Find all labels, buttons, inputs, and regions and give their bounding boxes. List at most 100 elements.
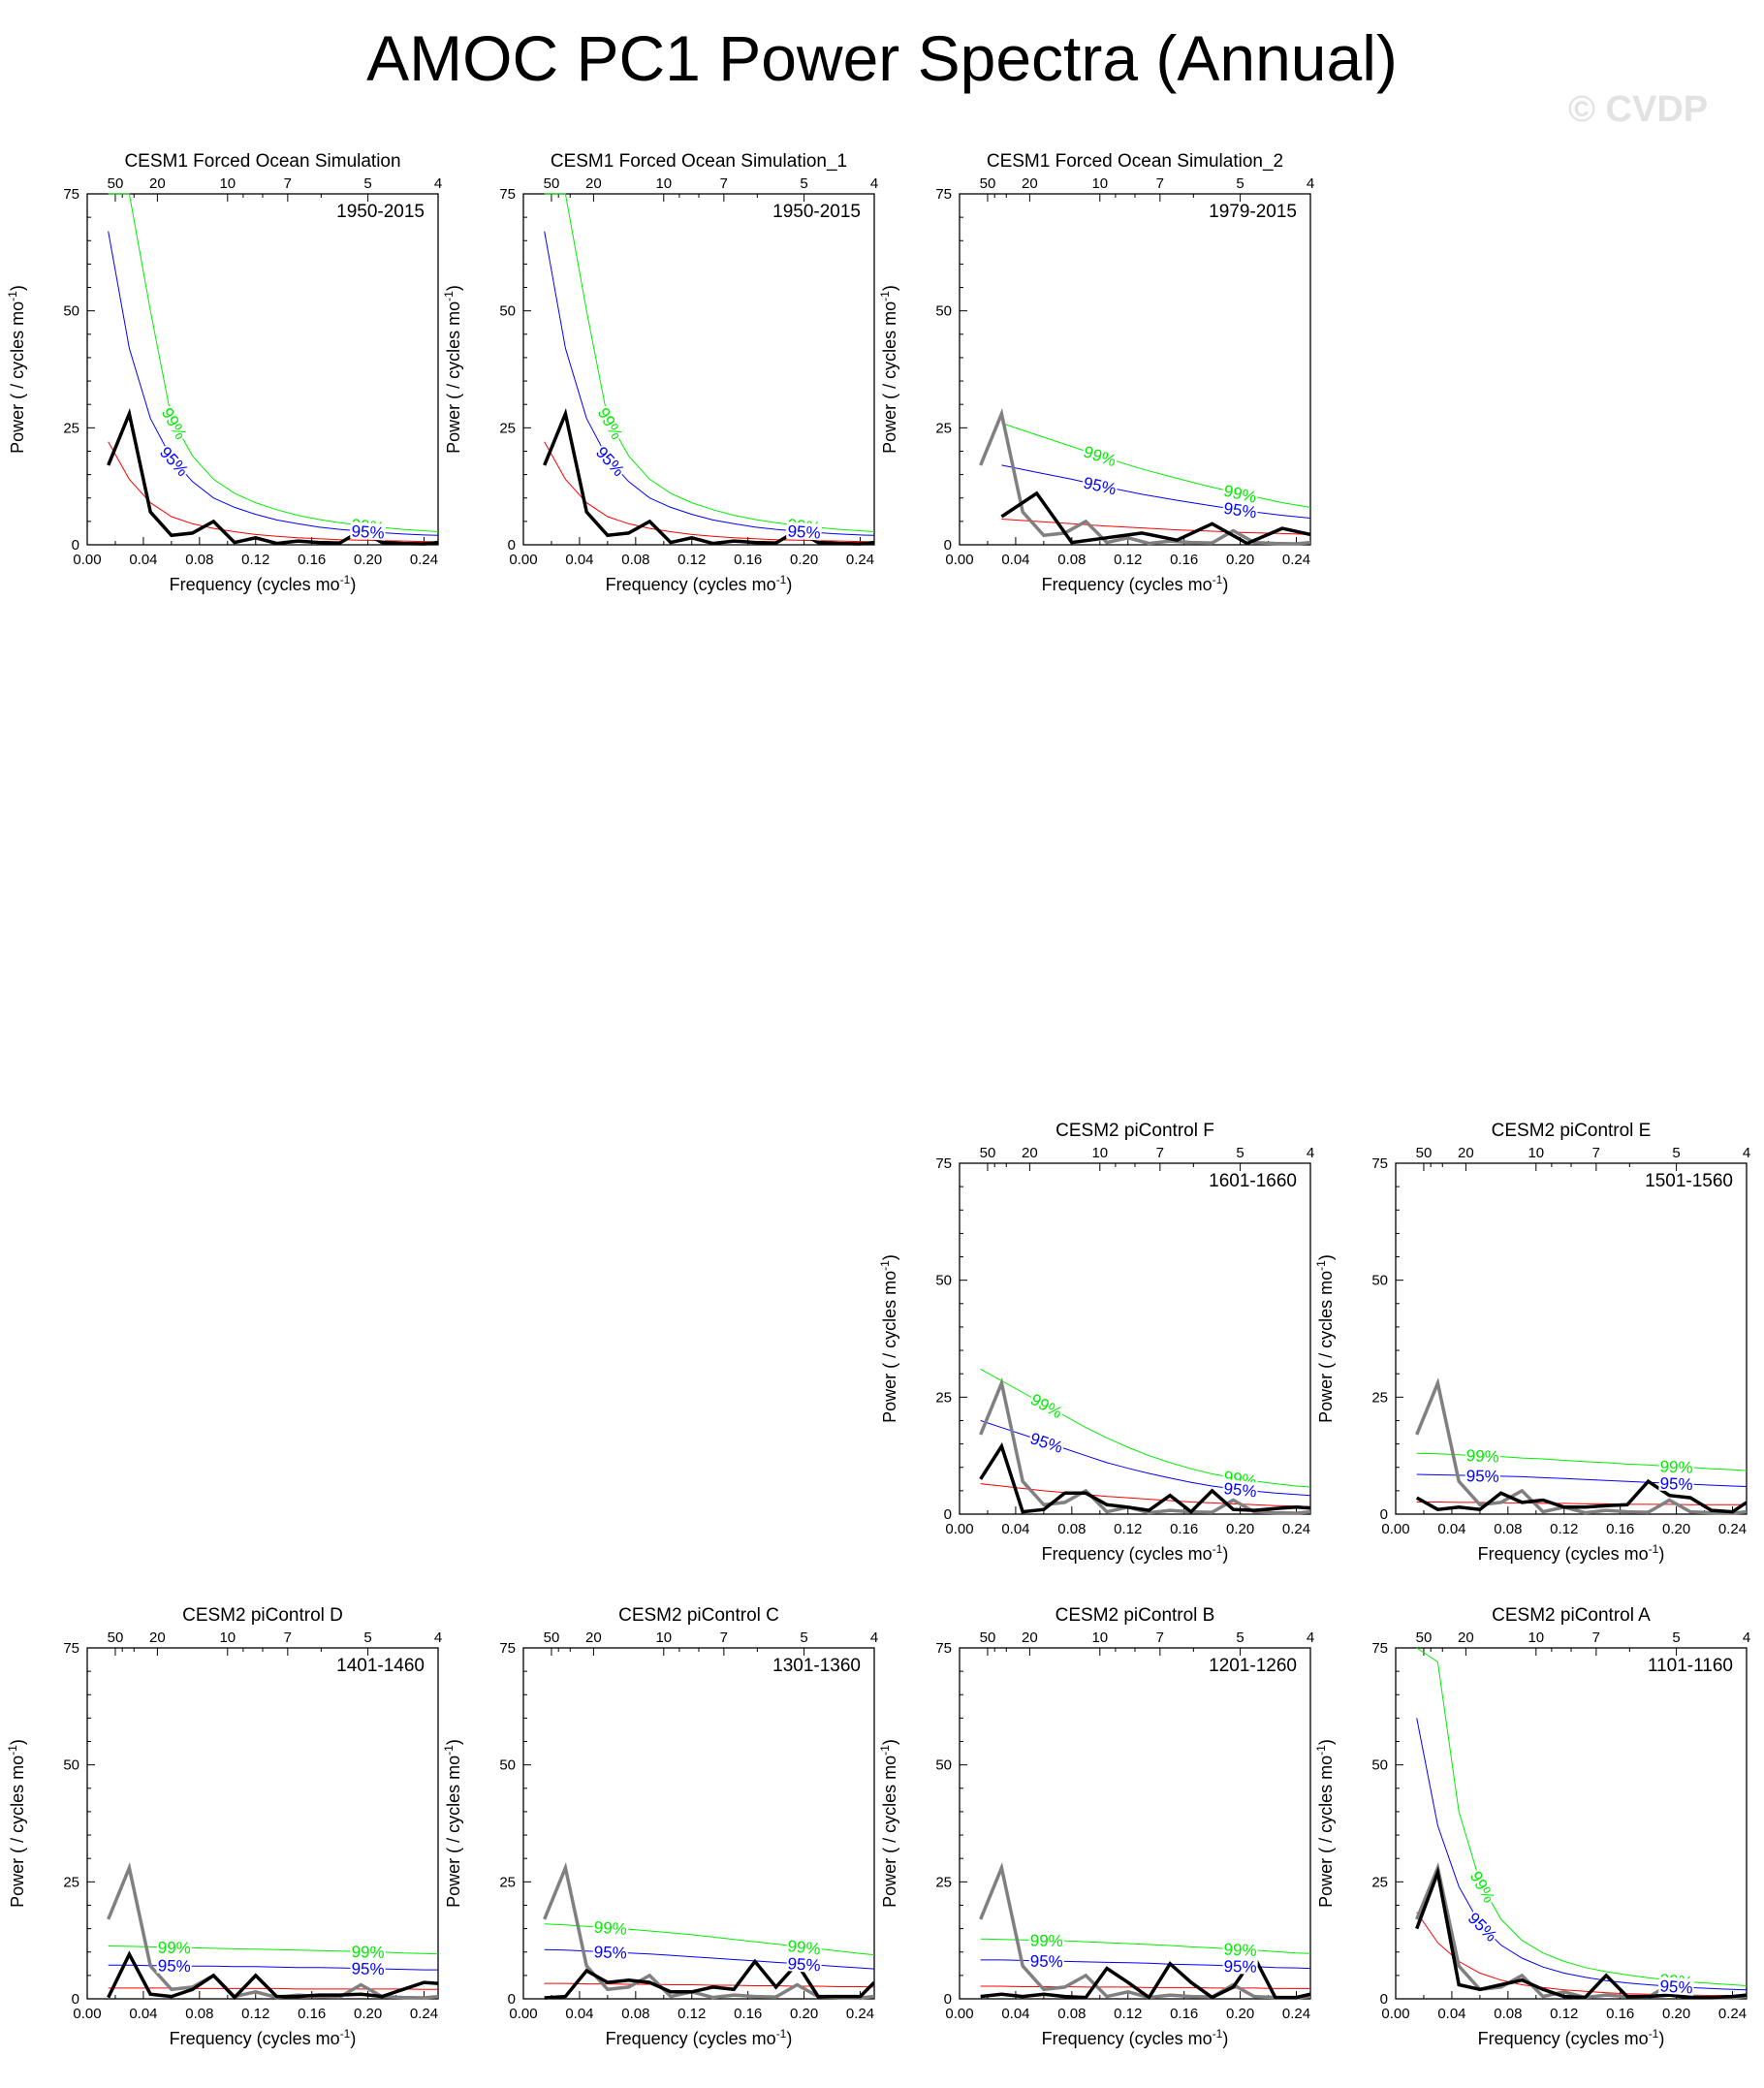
ci-labels: 99%95%99%95%	[1081, 442, 1260, 522]
red-noise-line	[108, 1987, 438, 1990]
period-tick-label: 5	[1672, 1629, 1680, 1646]
ci95-label-bg	[1658, 1473, 1694, 1493]
x-tick-label: 0.08	[1057, 2006, 1086, 2022]
x-tick-label: 0.16	[734, 2006, 762, 2022]
period-tick-label: 50	[980, 1629, 996, 1646]
period-tick-label: 20	[1022, 1629, 1038, 1646]
y-tick-label: 25	[499, 1874, 516, 1890]
x-tick-label: 0.04	[129, 552, 157, 568]
ci95-label-bg	[350, 1959, 386, 1977]
ci95-label: 95%	[1223, 1957, 1256, 1977]
y-tick-label: 25	[1371, 1874, 1388, 1890]
ci95-label-bg	[1028, 1951, 1064, 1970]
ci95-label: 95%	[1082, 473, 1118, 498]
x-tick-label: 0.12	[1114, 1521, 1142, 1537]
x-tick-label: 0.00	[509, 552, 537, 568]
ci99-label-bg	[1028, 1931, 1064, 1949]
x-tick-label: 0.20	[1662, 1521, 1690, 1537]
x-tick-label: 0.24	[1282, 2006, 1310, 2022]
ci99-label-bg	[1081, 442, 1119, 469]
y-tick-label: 25	[499, 420, 516, 436]
ci99-label: 99%	[158, 1939, 191, 1958]
period-tick-label: 20	[149, 1629, 166, 1646]
x-tick-label: 0.20	[790, 552, 818, 568]
spectrum-panel: CESM1 Forced Ocean Simulation_2 0.00 0.04 0…	[878, 151, 1314, 594]
period-tick-label: 10	[1091, 1629, 1108, 1646]
x-tick-label: 0.16	[1170, 2006, 1198, 2022]
panel-title: CESM1 Forced Ocean Simulation	[124, 151, 400, 172]
x-tick-label: 0.08	[1494, 1521, 1522, 1537]
x-axis-label: Frequency (cycles mo-1)	[170, 2027, 357, 2048]
panel-title: CESM2 piControl B	[1055, 1605, 1215, 1626]
period-tick-label: 5	[800, 1629, 807, 1646]
ci99-label-bg	[350, 1943, 386, 1960]
period-tick-label: 7	[284, 1629, 292, 1646]
y-tick-label: 0	[508, 1991, 516, 2008]
plot-area	[1415, 1647, 1747, 2000]
y-tick-label: 50	[499, 1757, 516, 1774]
y-tick-label: 0	[944, 1991, 952, 2008]
period-tick-label: 4	[1307, 175, 1314, 192]
power-line	[979, 1441, 1310, 1514]
x-tick-label: 0.16	[734, 552, 762, 568]
x-tick-label: 0.00	[1381, 2006, 1409, 2022]
x-tick-label: 0.24	[1282, 552, 1310, 568]
period-tick-label: 50	[108, 175, 124, 192]
period-tick-label: 50	[544, 175, 560, 192]
x-tick-label: 0.16	[1606, 1521, 1634, 1537]
y-tick-label: 50	[63, 303, 79, 320]
x-tick-label: 0.08	[1057, 552, 1086, 568]
ci-labels: 99%95%99%95%	[1465, 1867, 1695, 1998]
period-tick-label: 7	[1156, 175, 1164, 192]
year-range-label: 1979-2015	[1209, 202, 1297, 222]
power-line	[1415, 1478, 1747, 1514]
ci99-label-bg	[1222, 1940, 1258, 1958]
year-range-label: 1401-1460	[336, 1656, 425, 1676]
panel-title: CESM2 piControl D	[182, 1605, 343, 1626]
x-tick-label: 0.08	[1057, 1521, 1086, 1537]
y-tick-label: 75	[63, 1640, 79, 1657]
y-tick-label: 50	[1371, 1273, 1388, 1289]
period-tick-label: 20	[1022, 1145, 1038, 1161]
x-tick-label: 0.20	[354, 2006, 382, 2022]
red-noise-line	[980, 1483, 1310, 1507]
panel-title: CESM2 piControl E	[1492, 1121, 1652, 1141]
power-line	[107, 408, 438, 546]
plot-area	[107, 193, 438, 546]
ci99-label: 99%	[1465, 1446, 1499, 1466]
red-noise-line	[1001, 519, 1310, 535]
ci95-label: 95%	[1222, 499, 1257, 522]
period-tick-label: 5	[1236, 1629, 1244, 1646]
ci99-line	[108, 193, 438, 532]
ci99-line	[1001, 423, 1310, 508]
ci95-label: 95%	[1466, 1467, 1499, 1486]
period-tick-label: 50	[1416, 1629, 1433, 1646]
x-tick-label: 0.12	[241, 2006, 269, 2022]
ci95-label-bg	[1027, 1428, 1066, 1456]
ci99-label: 99%	[1030, 1931, 1063, 1950]
x-tick-label: 0.24	[1718, 2006, 1747, 2022]
x-tick-label: 0.16	[298, 552, 326, 568]
ci95-label-bg	[1221, 498, 1259, 521]
plot-area	[979, 408, 1310, 546]
ci95-label-bg	[1465, 1908, 1501, 1946]
x-axis-label: Frequency (cycles mo-1)	[1042, 2027, 1229, 2048]
x-axis-label: Frequency (cycles mo-1)	[1478, 2027, 1665, 2048]
panel-title: CESM1 Forced Ocean Simulation_1	[551, 151, 847, 172]
y-tick-label: 0	[72, 537, 79, 554]
x-tick-label: 0.16	[1606, 2006, 1634, 2022]
power-line	[544, 1958, 874, 2000]
period-tick-label: 10	[655, 1629, 672, 1646]
ci95-line	[1001, 464, 1310, 519]
x-tick-label: 0.20	[790, 2006, 818, 2022]
y-tick-label: 25	[63, 1874, 79, 1890]
ci-labels: 99%95%99%95%	[156, 1938, 386, 1978]
year-range-label: 1601-1660	[1209, 1171, 1297, 1191]
ci95-line	[544, 231, 874, 536]
period-tick-label: 5	[363, 175, 371, 192]
period-tick-label: 4	[1743, 1145, 1750, 1161]
ci95-label: 95%	[787, 1954, 821, 1975]
period-tick-label: 20	[1022, 175, 1038, 192]
ci99-label-bg	[1658, 1457, 1694, 1475]
y-axis-label: Power ( / cycles mo-1)	[878, 285, 899, 454]
